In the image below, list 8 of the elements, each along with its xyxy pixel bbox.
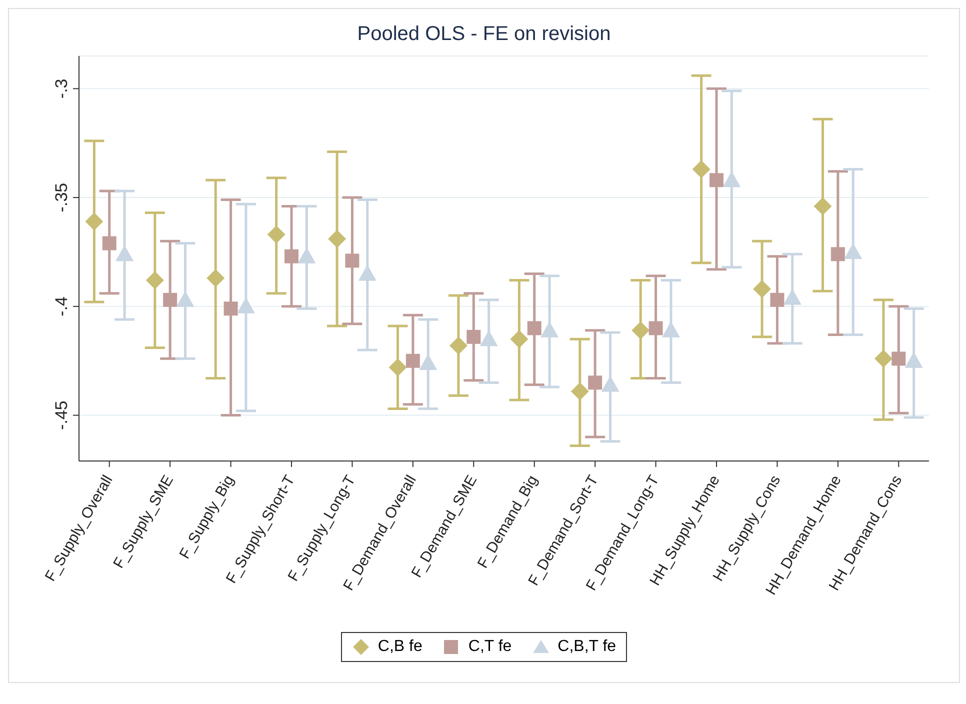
legend-label: C,B fe <box>378 638 422 656</box>
y-tick-label: -.4 <box>52 296 71 316</box>
chart-title: Pooled OLS - FE on revision <box>356 22 612 46</box>
y-tick-label: -.45 <box>52 400 71 430</box>
legend-label: C,B,T fe <box>558 638 616 656</box>
y-tick-label: -.3 <box>52 78 71 99</box>
y-tick-label: -.35 <box>52 182 71 212</box>
legend-label: C,T fe <box>468 638 512 656</box>
